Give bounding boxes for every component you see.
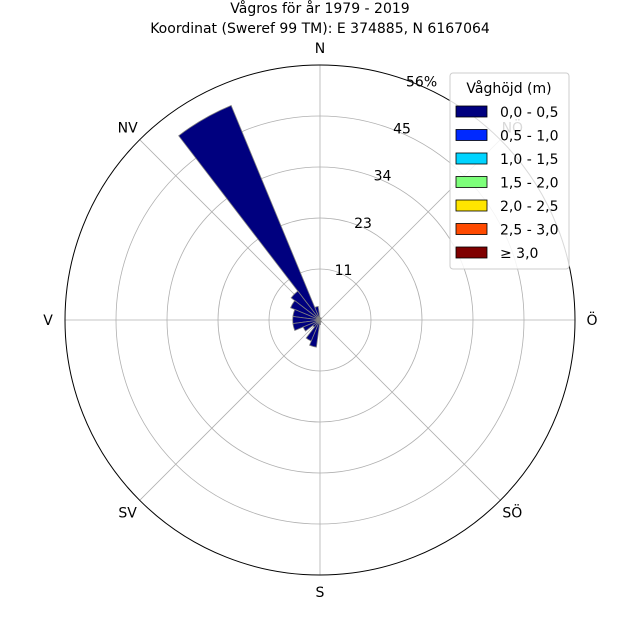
direction-label: NV [118, 121, 138, 137]
legend: Våghöjd (m) 0,0 - 0,5 0,5 - 1,0 1,0 - 1,5 1… [449, 72, 570, 270]
sector-bar [309, 319, 321, 348]
legend-label: 2,0 - 2,5 [500, 199, 558, 215]
legend-swatch [455, 223, 488, 235]
wave-sectors [178, 104, 322, 348]
radial-tick-label: 56% [406, 74, 437, 90]
legend-label: 1,5 - 2,0 [500, 176, 558, 192]
direction-label: SV [118, 505, 137, 521]
legend-swatch [455, 152, 488, 165]
radial-tick-label: 23 [354, 216, 372, 232]
grid-spoke [139, 139, 321, 321]
direction-label: V [43, 313, 53, 329]
direction-label: SÖ [502, 503, 522, 521]
grid-spoke [319, 319, 501, 501]
legend-swatch [455, 199, 488, 212]
sector-bar [178, 104, 321, 321]
legend-box [449, 72, 570, 270]
legend-swatch [455, 129, 488, 141]
legend-label: 2,5 - 3,0 [500, 223, 558, 239]
sector-bar [319, 319, 322, 323]
sector-bar [290, 290, 321, 321]
chart-subtitle: Koordinat (Sweref 99 TM): E 374885, N 61… [150, 21, 490, 37]
direction-label: S [316, 585, 325, 601]
chart-title: Vågros för år 1979 - 2019 [230, 0, 409, 17]
outer-ring [64, 64, 576, 576]
sector-bar [319, 317, 322, 321]
direction-label: N [315, 41, 325, 57]
sector-bar [290, 300, 321, 321]
legend-swatch [455, 246, 488, 259]
grid-spoke [139, 319, 321, 501]
legend-title: Våghöjd (m) [466, 80, 551, 97]
radial-tick-label: 34 [374, 169, 392, 185]
radial-tick-labels: 11 23 34 45 56% [335, 74, 438, 278]
legend-entries: 0,0 - 0,5 0,5 - 1,0 1,0 - 1,5 1,5 - 2,0 2,0 … [455, 105, 558, 262]
radial-grid [65, 65, 575, 575]
legend-label: 1,0 - 1,5 [500, 152, 558, 168]
legend-swatch [455, 105, 488, 118]
radial-tick-label: 45 [393, 122, 411, 138]
legend-label: 0,5 - 1,0 [500, 129, 558, 145]
direction-label: Ö [586, 311, 597, 329]
legend-swatch [455, 176, 488, 188]
legend-label: 0,0 - 0,5 [500, 105, 558, 121]
legend-label: ≥ 3,0 [500, 246, 538, 262]
radial-tick-label: 11 [335, 263, 353, 279]
